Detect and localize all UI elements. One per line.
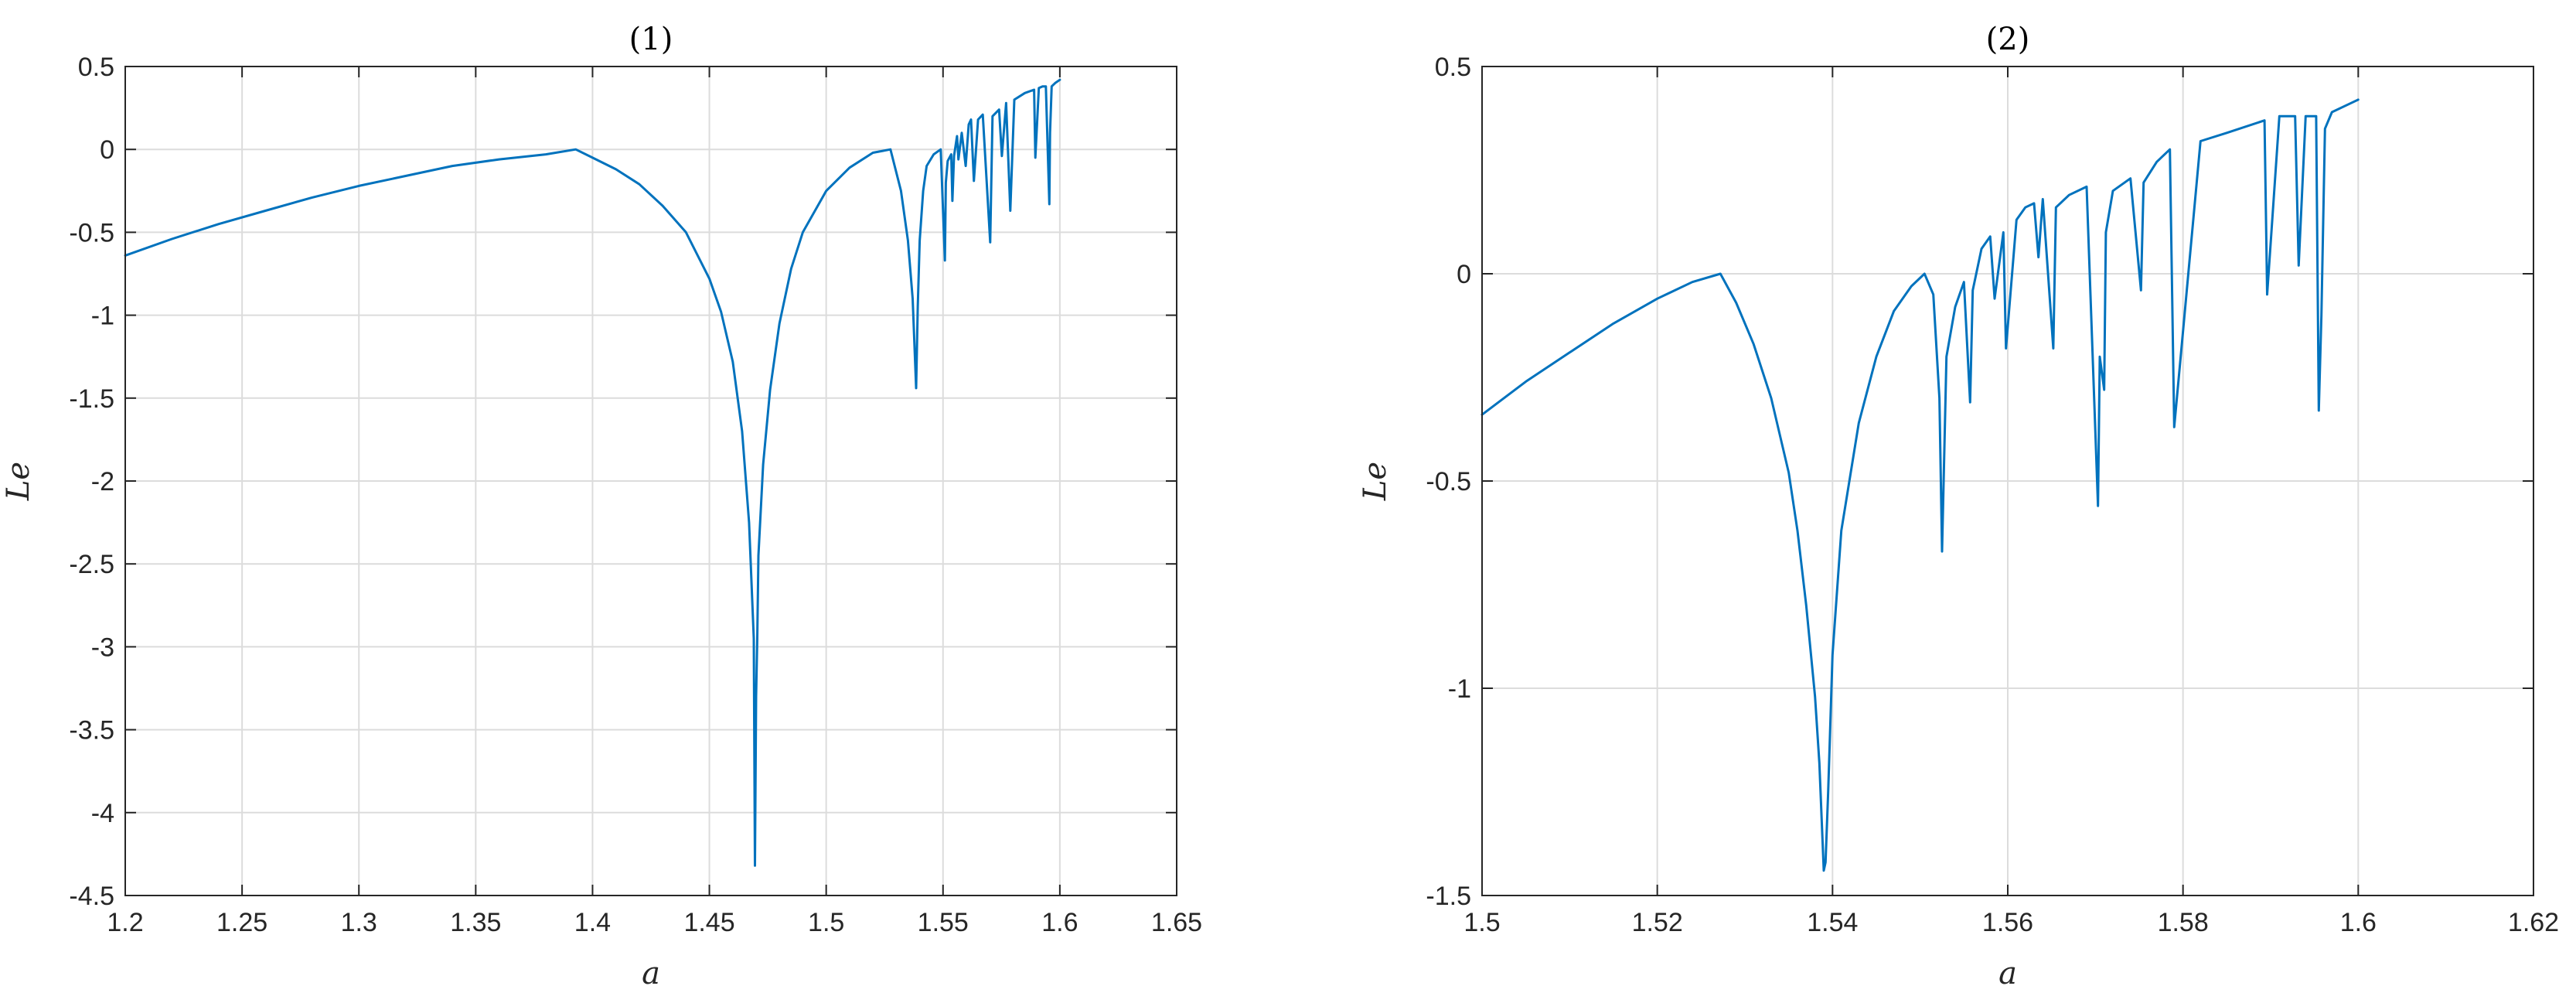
y-tick-label: -3.5	[69, 716, 114, 745]
y-tick-label: -0.5	[69, 218, 114, 247]
x-tick-label: 1.6	[2340, 908, 2377, 937]
x-tick-label: 1.25	[216, 908, 267, 937]
y-tick-label: 0.5	[78, 53, 114, 82]
y-axis-label: Le	[1358, 462, 1393, 501]
x-axis-label: a	[642, 956, 660, 991]
x-tick-label: 1.54	[1807, 908, 1858, 937]
y-tick-label: 0	[100, 135, 114, 165]
y-tick-label: -4	[91, 799, 114, 828]
chart-panel-2: 1.5 1.52 1.54 1.56 1.58 1.6 1.62 0.5 0 -0.5 -1 -1.5…	[1358, 22, 2559, 991]
chart-title: (2)	[1986, 22, 2030, 57]
y-axis-label: Le	[1, 462, 36, 501]
chart-title: (1)	[629, 22, 673, 57]
y-tick-label: -3	[91, 633, 114, 662]
y-tick-label: 0	[1457, 260, 1471, 289]
y-tick-label: 0.5	[1435, 53, 1471, 82]
y-tick-label: -1.5	[1426, 882, 1471, 911]
x-axis-label: a	[1998, 956, 2017, 991]
x-tick-label: 1.3	[341, 908, 377, 937]
x-tick-label: 1.55	[918, 908, 969, 937]
series-line	[124, 78, 1061, 867]
x-tick-label: 1.5	[1463, 908, 1500, 937]
x-tick-label: 1.62	[2508, 908, 2559, 937]
x-tick-label: 1.6	[1041, 908, 1078, 937]
chart-panel-1: 1.2 1.25 1.3 1.35 1.4 1.45 1.5 1.55 1.6 1.65 0.5 0 -…	[1, 22, 1202, 991]
x-tick-label: 1.56	[1982, 908, 2033, 937]
x-tick-label: 1.52	[1632, 908, 1683, 937]
x-tick-label: 1.35	[450, 908, 501, 937]
x-tick-label: 1.4	[574, 908, 611, 937]
y-tick-label: -1	[1448, 674, 1471, 704]
y-tick-label: -2.5	[69, 550, 114, 579]
x-tick-label: 1.2	[107, 908, 143, 937]
y-tick-label: -0.5	[1426, 467, 1471, 496]
y-tick-label: -2	[91, 467, 114, 496]
y-tick-label: -4.5	[69, 882, 114, 911]
x-tick-label: 1.65	[1151, 908, 1202, 937]
x-tick-label: 1.45	[683, 908, 734, 937]
x-tick-label: 1.58	[2158, 908, 2209, 937]
y-tick-label: -1	[91, 302, 114, 331]
x-tick-label: 1.5	[808, 908, 844, 937]
series-line	[1481, 98, 2360, 872]
y-tick-label: -1.5	[69, 384, 114, 414]
